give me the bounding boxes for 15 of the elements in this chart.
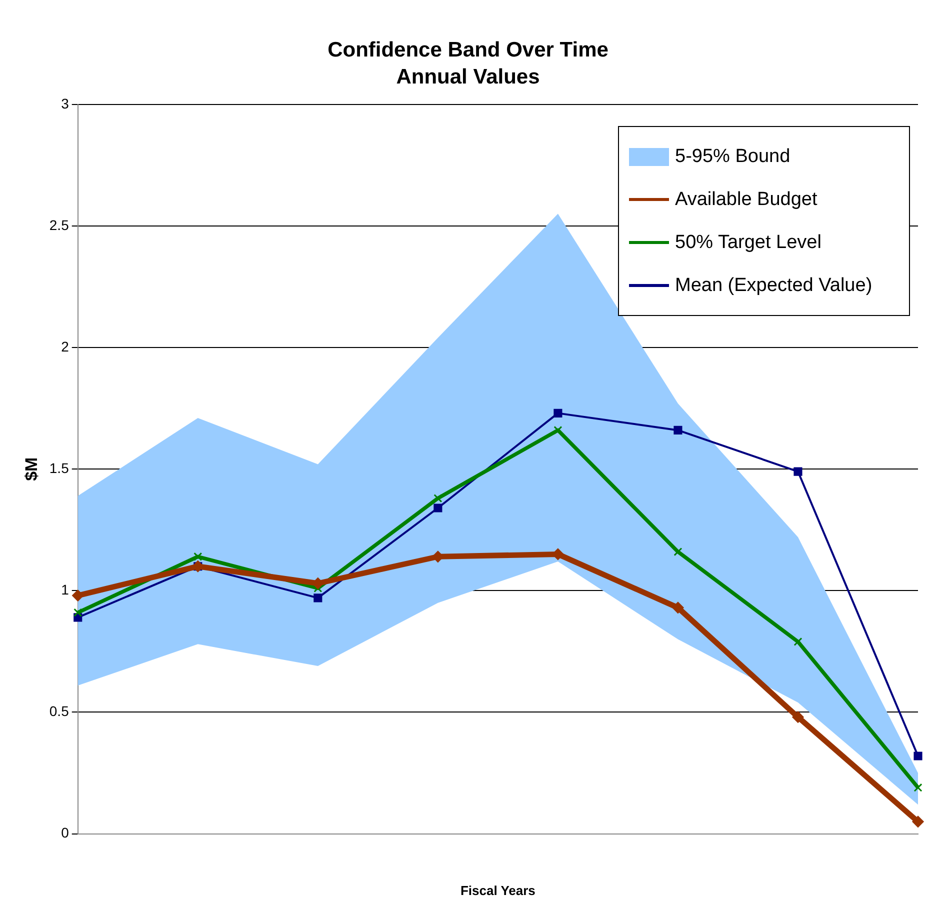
chart-title: Confidence Band Over Time <box>328 38 608 62</box>
y-axis-title: $M <box>22 457 41 481</box>
y-tick-label: 1.5 <box>49 460 70 476</box>
legend-label: Mean (Expected Value) <box>675 274 872 297</box>
legend-label: 50% Target Level <box>675 232 822 254</box>
x-axis-title: Fiscal Years <box>460 882 536 898</box>
y-tick-label: 2.5 <box>49 216 70 233</box>
y-tick-label: 0.5 <box>49 703 70 720</box>
legend-label: Available Budget <box>675 188 818 211</box>
y-tick-label: 1 <box>61 582 70 598</box>
chart-subtitle: Annual Values <box>396 66 540 89</box>
y-tick-label: 2 <box>61 338 70 354</box>
y-tick-label: 0 <box>61 824 70 841</box>
legend-label: 5-95% Bound <box>675 146 790 168</box>
y-tick-label: 3 <box>61 95 70 112</box>
